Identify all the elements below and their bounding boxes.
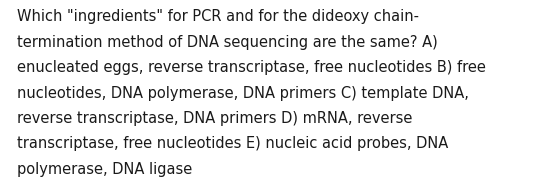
Text: reverse transcriptase, DNA primers D) mRNA, reverse: reverse transcriptase, DNA primers D) mR… bbox=[17, 111, 412, 126]
Text: enucleated eggs, reverse transcriptase, free nucleotides B) free: enucleated eggs, reverse transcriptase, … bbox=[17, 60, 485, 75]
Text: nucleotides, DNA polymerase, DNA primers C) template DNA,: nucleotides, DNA polymerase, DNA primers… bbox=[17, 86, 469, 101]
Text: transcriptase, free nucleotides E) nucleic acid probes, DNA: transcriptase, free nucleotides E) nucle… bbox=[17, 136, 448, 151]
Text: Which "ingredients" for PCR and for the dideoxy chain-: Which "ingredients" for PCR and for the … bbox=[17, 9, 418, 24]
Text: termination method of DNA sequencing are the same? A): termination method of DNA sequencing are… bbox=[17, 35, 437, 50]
Text: polymerase, DNA ligase: polymerase, DNA ligase bbox=[17, 162, 192, 177]
